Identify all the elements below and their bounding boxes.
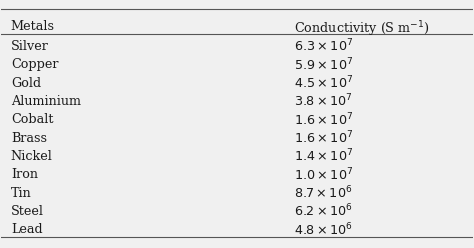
Text: Steel: Steel xyxy=(11,205,44,218)
Text: Cobalt: Cobalt xyxy=(11,113,53,126)
Text: Silver: Silver xyxy=(11,40,49,53)
Text: $1.0 \times 10^{7}$: $1.0 \times 10^{7}$ xyxy=(293,166,353,183)
Text: Gold: Gold xyxy=(11,77,41,90)
Text: $4.5 \times 10^{7}$: $4.5 \times 10^{7}$ xyxy=(293,75,353,92)
Text: $6.3 \times 10^{7}$: $6.3 \times 10^{7}$ xyxy=(293,38,353,55)
Text: $4.8 \times 10^{6}$: $4.8 \times 10^{6}$ xyxy=(293,221,353,238)
Text: Nickel: Nickel xyxy=(11,150,53,163)
Text: Lead: Lead xyxy=(11,223,43,236)
Text: $3.8 \times 10^{7}$: $3.8 \times 10^{7}$ xyxy=(293,93,353,110)
Text: Copper: Copper xyxy=(11,58,58,71)
Text: Tin: Tin xyxy=(11,186,32,200)
Text: $1.6 \times 10^{7}$: $1.6 \times 10^{7}$ xyxy=(293,111,353,128)
Text: $5.9 \times 10^{7}$: $5.9 \times 10^{7}$ xyxy=(293,57,353,73)
Text: $1.4 \times 10^{7}$: $1.4 \times 10^{7}$ xyxy=(293,148,353,165)
Text: Brass: Brass xyxy=(11,132,47,145)
Text: Iron: Iron xyxy=(11,168,38,181)
Text: $1.6 \times 10^{7}$: $1.6 \times 10^{7}$ xyxy=(293,130,353,146)
Text: Metals: Metals xyxy=(11,20,55,33)
Text: Conductivity (S m$^{-1}$): Conductivity (S m$^{-1}$) xyxy=(293,20,429,39)
Text: $8.7 \times 10^{6}$: $8.7 \times 10^{6}$ xyxy=(293,185,352,201)
Text: $6.2 \times 10^{6}$: $6.2 \times 10^{6}$ xyxy=(293,203,352,220)
Text: Aluminium: Aluminium xyxy=(11,95,81,108)
